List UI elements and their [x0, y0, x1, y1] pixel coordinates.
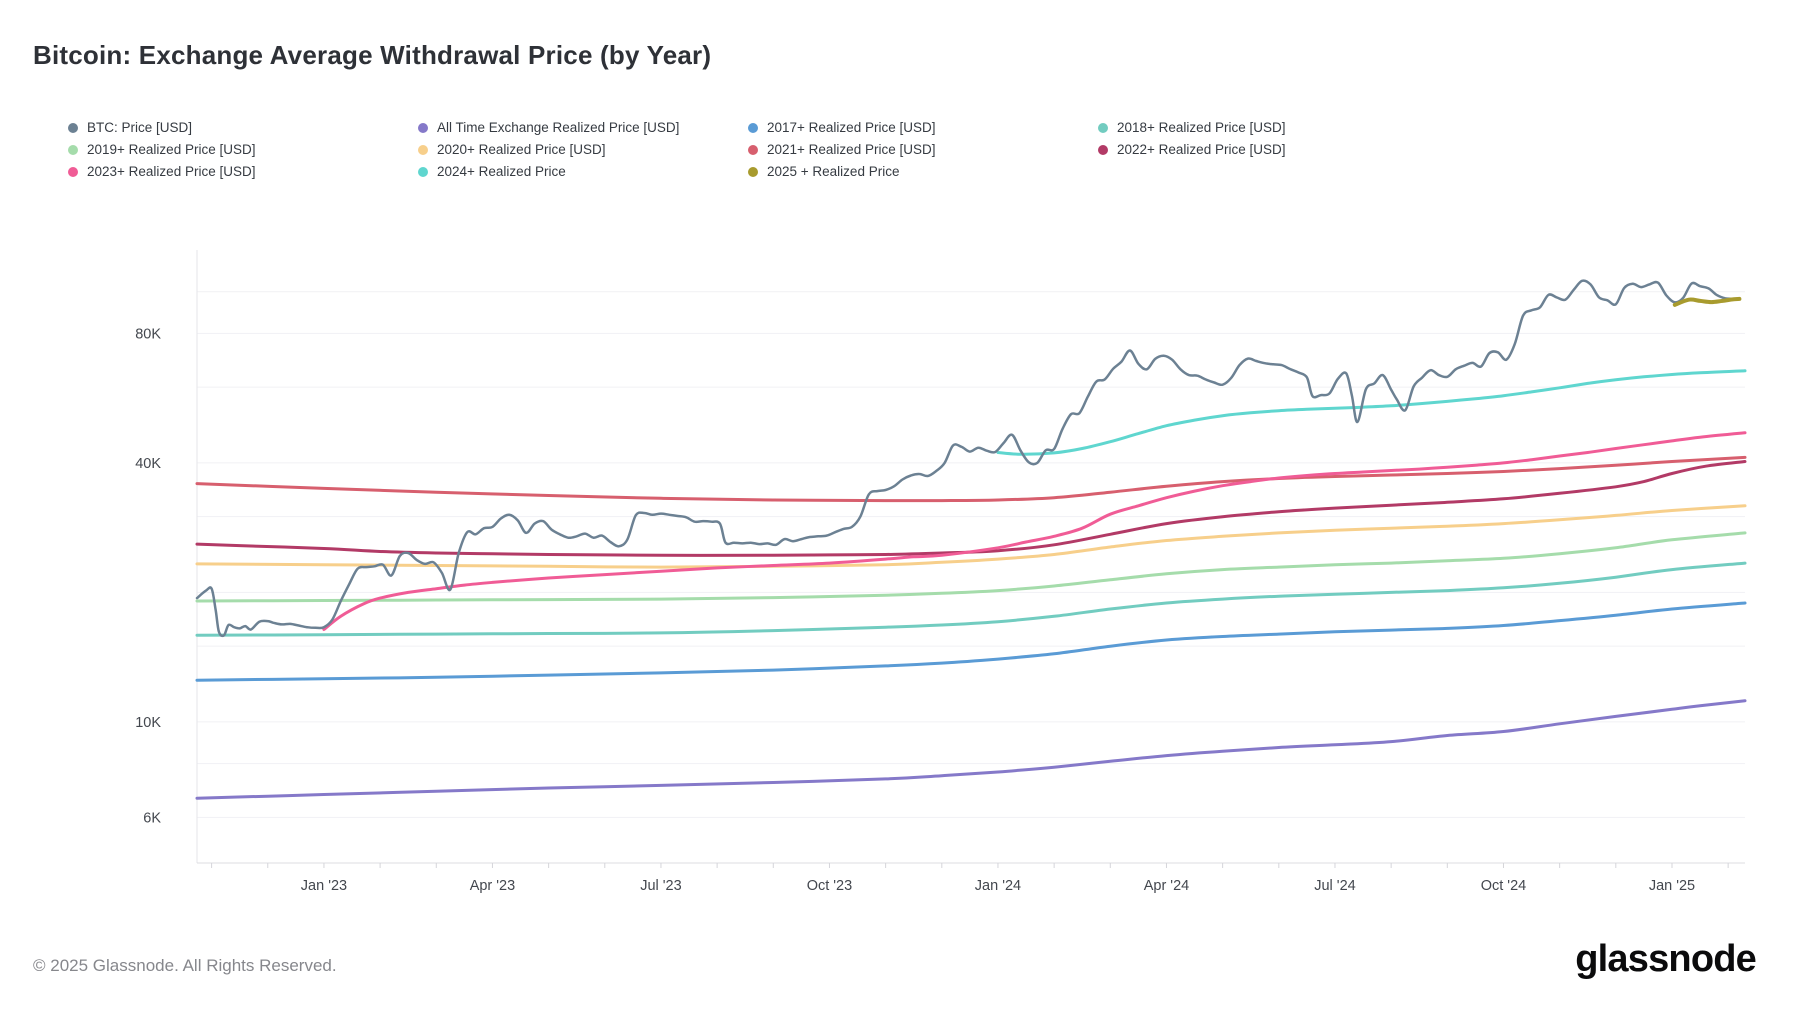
series-2024-realized-price [996, 369, 1747, 456]
legend-label: 2024+ Realized Price [437, 164, 566, 179]
legend-dot-icon [748, 166, 758, 177]
series-all-time-exchange-realized-price-usd- [195, 699, 1747, 800]
y-tick-label: 80K [135, 326, 161, 342]
x-tick-label: Jan '25 [1649, 878, 1695, 894]
x-tick-label: Jan '23 [301, 878, 347, 894]
legend-dot-icon [418, 166, 428, 177]
legend-item[interactable]: 2018+ Realized Price [USD] [1098, 120, 1508, 135]
legend-dot-icon [748, 122, 758, 133]
series-2022-realized-price-usd- [195, 460, 1747, 557]
legend-dot-icon [1098, 122, 1108, 133]
legend-label: All Time Exchange Realized Price [USD] [437, 120, 680, 135]
legend-item[interactable]: 2022+ Realized Price [USD] [1098, 142, 1508, 157]
legend: BTC: Price [USD] All Time Exchange Realiz… [68, 120, 1508, 179]
x-tick-label: Jul '24 [1314, 878, 1355, 894]
x-tick-label: Oct '23 [807, 878, 852, 894]
x-tick-label: Oct '24 [1481, 878, 1526, 894]
legend-label: 2025 + Realized Price [767, 164, 900, 179]
page-title: Bitcoin: Exchange Average Withdrawal Pri… [33, 40, 712, 70]
legend-label: 2021+ Realized Price [USD] [767, 142, 936, 157]
legend-label: 2020+ Realized Price [USD] [437, 142, 606, 157]
legend-dot-icon [68, 122, 78, 133]
legend-dot-icon [1098, 144, 1108, 155]
y-tick-label: 10K [135, 715, 161, 731]
series-2025-realized-price [1672, 296, 1742, 307]
series-2023-realized-price-usd- [322, 431, 1747, 631]
y-tick-label: 6K [143, 810, 161, 826]
series-2018-realized-price-usd- [195, 561, 1747, 637]
x-tick-label: Apr '23 [470, 878, 516, 894]
legend-item[interactable]: 2024+ Realized Price [418, 164, 748, 179]
legend-item[interactable]: 2020+ Realized Price [USD] [418, 142, 748, 157]
legend-label: 2023+ Realized Price [USD] [87, 164, 256, 179]
y-tick-label: 40K [135, 456, 161, 472]
series-2017-realized-price-usd- [195, 601, 1747, 682]
legend-item[interactable]: 2023+ Realized Price [USD] [68, 164, 418, 179]
glassnode-logo: glassnode [1575, 938, 1757, 980]
legend-dot-icon [748, 144, 758, 155]
copyright-text: © 2025 Glassnode. All Rights Reserved. [33, 956, 337, 975]
series-2020-realized-price-usd- [195, 504, 1747, 569]
legend-dot-icon [418, 144, 428, 155]
legend-dot-icon [68, 166, 78, 177]
series-2019-realized-price-usd- [195, 531, 1747, 603]
series-btc-price-usd- [195, 279, 1741, 638]
series-2021-realized-price-usd- [195, 455, 1747, 503]
legend-label: BTC: Price [USD] [87, 120, 193, 135]
x-tick-label: Jul '23 [640, 878, 681, 894]
legend-item[interactable]: 2017+ Realized Price [USD] [748, 120, 1098, 135]
legend-label: 2019+ Realized Price [USD] [87, 142, 256, 157]
x-tick-label: Jan '24 [975, 878, 1021, 894]
legend-item[interactable]: 2019+ Realized Price [USD] [68, 142, 418, 157]
legend-label: 2022+ Realized Price [USD] [1117, 142, 1286, 157]
legend-dot-icon [418, 122, 428, 133]
legend-label: 2017+ Realized Price [USD] [767, 120, 936, 135]
legend-label: 2018+ Realized Price [USD] [1117, 120, 1286, 135]
legend-item[interactable]: All Time Exchange Realized Price [USD] [418, 120, 748, 135]
x-tick-label: Apr '24 [1144, 878, 1190, 894]
legend-dot-icon [68, 144, 78, 155]
legend-item[interactable]: BTC: Price [USD] [68, 120, 418, 135]
legend-item[interactable]: 2025 + Realized Price [748, 164, 1098, 179]
legend-item[interactable]: 2021+ Realized Price [USD] [748, 142, 1098, 157]
